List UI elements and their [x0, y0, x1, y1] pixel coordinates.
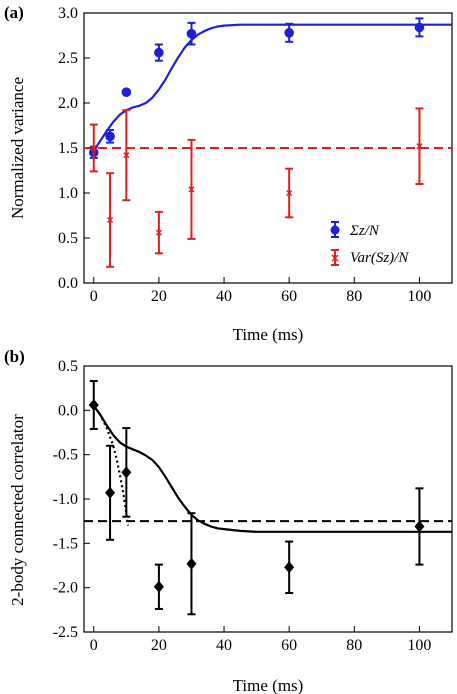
panel-a-x-tick-label: 60 [281, 288, 297, 305]
panel-a-label: (a) [4, 3, 24, 22]
panel-b-x-tick-label: 100 [407, 637, 431, 654]
legend-item-sigma: Σz/N [330, 221, 380, 239]
panel-a-y-tick-label: 2.5 [58, 50, 78, 67]
panel-b-x-tick-label: 80 [346, 637, 362, 654]
panel-b: (b) 0 20 40 60 80 100 0.5 0.0 -0.5 -1.0 -1.5 -2.0 -2… [4, 347, 453, 694]
panel-a-series0-point [284, 28, 294, 38]
legend-item-var: Var(Sz)/N [331, 249, 409, 266]
panel-b-series0-point [284, 561, 295, 574]
panel-b-series0-point [105, 486, 116, 499]
panel-a-series0-point [186, 28, 197, 39]
panel-a-series1-point [107, 216, 114, 224]
panel-a-series1-point [286, 189, 293, 197]
panel-b-dotted-curve [92, 405, 130, 526]
panel-b-y-axis-label: 2-body connected correlator [8, 414, 27, 606]
panel-a-x-tick-label: 80 [346, 288, 362, 305]
panel-a-y-tick-label: 0.0 [58, 275, 78, 292]
panel-a-series1-point [416, 143, 423, 150]
panel-a-x-tick-label: 20 [151, 288, 167, 305]
panel-b-y-tick-label: 0.5 [58, 358, 78, 375]
panel-a-x-tick-label: 0 [90, 288, 98, 305]
panel-a-series1-point [90, 144, 97, 152]
panel-a-series0-point [105, 131, 115, 142]
panel-a-y-axis-label: Normalized variance [8, 77, 27, 219]
panel-b-x-tick-label: 20 [151, 637, 167, 654]
panel-a-x-axis-label: Time (ms) [233, 325, 304, 344]
panel-b-fit-curve [92, 405, 452, 533]
panel-a: (a) 0 20 40 60 80 100 0.0 0.5 1.0 1.5 2.0 2.5 3.0 Ti… [4, 3, 453, 344]
panel-a-series0-point [121, 87, 132, 97]
panel-a-series0-point [414, 22, 425, 33]
panel-a-x-tick-label: 40 [216, 288, 232, 305]
panel-b-series0-point [121, 466, 132, 479]
panel-a-legend: Σz/N Var(Sz)/N [330, 221, 409, 266]
panel-a-y-tick-label: 1.5 [58, 140, 78, 157]
panel-b-label: (b) [4, 347, 25, 366]
panel-a-series1-point [123, 152, 130, 159]
panel-a-series1-point [155, 229, 162, 236]
panel-b-plot-area: 0 20 40 60 80 100 0.5 0.0 -0.5 -1.0 -1.5 -2.0 -2.5 [53, 358, 453, 654]
panel-b-series0-point [153, 580, 164, 593]
panel-b-y-tick-label: -1.5 [53, 535, 78, 552]
panel-b-frame [83, 365, 453, 633]
panel-b-series0-point [414, 520, 425, 533]
panel-a-y-tick-label: 1.0 [58, 185, 78, 202]
panel-a-fit-curve [92, 23, 452, 152]
panel-b-x-axis-label: Time (ms) [233, 676, 304, 694]
panel-a-series1-point [188, 186, 195, 193]
legend-var-marker [331, 254, 339, 262]
panel-b-y-tick-label: -2.5 [53, 624, 78, 641]
panel-a-plot-area: 0 20 40 60 80 100 0.0 0.5 1.0 1.5 2.0 2.5 3.0 [58, 5, 453, 305]
panel-a-series0-point [154, 47, 164, 58]
panel-b-y-tick-label: -1.0 [53, 491, 78, 508]
panel-b-series0-point [88, 399, 99, 412]
panel-b-x-tick-label: 0 [90, 637, 98, 654]
panel-a-x-tick-label: 100 [407, 288, 431, 305]
panel-b-y-tick-label: -0.5 [53, 447, 78, 464]
legend-var-label: Var(Sz)/N [350, 250, 409, 266]
panel-b-x-tick-label: 40 [216, 637, 232, 654]
panel-b-x-tick-label: 60 [281, 637, 297, 654]
panel-b-y-tick-label: -2.0 [53, 580, 78, 597]
panel-b-series0-point [186, 557, 197, 570]
panel-a-y-tick-label: 3.0 [58, 5, 78, 22]
legend-sigma-marker [330, 225, 340, 235]
panel-b-y-tick-label: 0.0 [58, 402, 78, 419]
panel-a-y-tick-label: 0.5 [58, 230, 78, 247]
panel-a-y-tick-label: 2.0 [58, 95, 78, 112]
legend-sigma-label: Σz/N [349, 223, 380, 239]
